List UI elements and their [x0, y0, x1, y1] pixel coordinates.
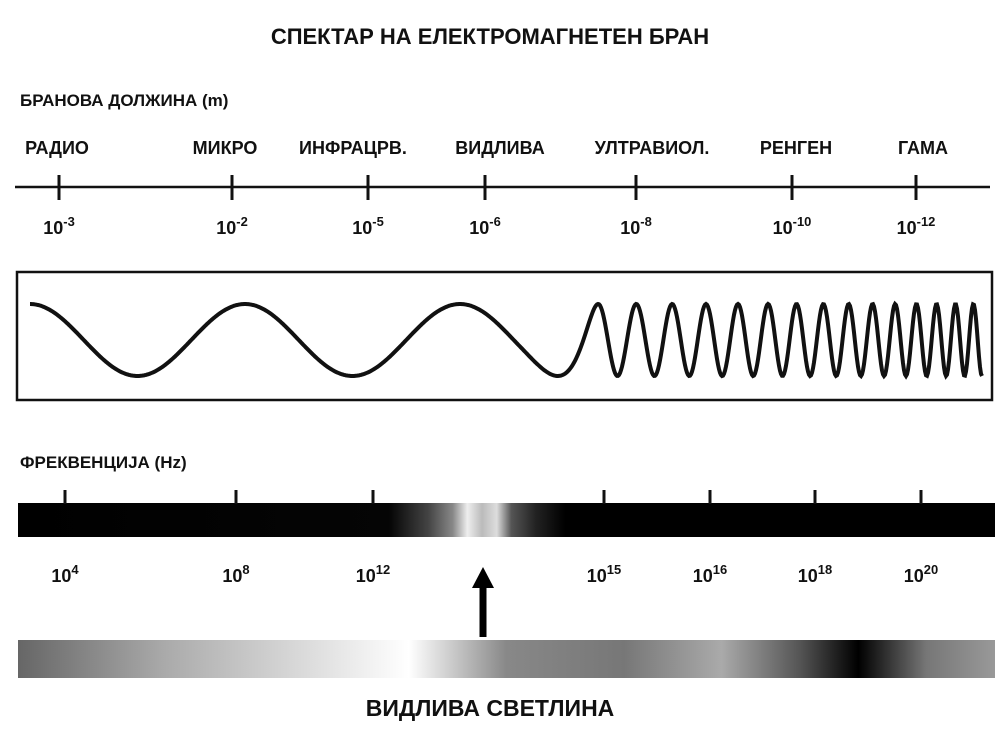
wavelength-label: БРАНОВА ДОЛЖИНА (m) — [20, 91, 228, 110]
tick-base: 10 — [904, 566, 924, 586]
tick-label: 1016 — [693, 562, 727, 586]
tick-base: 10 — [693, 566, 713, 586]
tick-exponent: -3 — [63, 214, 75, 229]
band-label: УЛТРАВИОЛ. — [595, 138, 710, 158]
band-label: ВИДЛИВА — [455, 138, 544, 158]
band-label: ИНФРАЦРВ. — [299, 138, 407, 158]
visible-bar — [18, 640, 995, 678]
tick-base: 10 — [356, 566, 376, 586]
tick-label: 108 — [222, 562, 249, 586]
tick-exponent: -6 — [489, 214, 501, 229]
tick-exponent: 20 — [924, 562, 938, 577]
frequency-bar — [18, 503, 995, 537]
tick-exponent: -2 — [236, 214, 248, 229]
tick-exponent: -10 — [793, 214, 812, 229]
tick-base: 10 — [897, 218, 917, 238]
visible-label: ВИДЛИВА СВЕТЛИНА — [366, 695, 615, 721]
tick-exponent: 12 — [376, 562, 390, 577]
tick-exponent: 18 — [818, 562, 832, 577]
tick-label: 10-5 — [352, 214, 384, 238]
tick-label: 104 — [51, 562, 79, 586]
tick-exponent: 8 — [242, 562, 249, 577]
tick-label: 10-12 — [897, 214, 936, 238]
frequency-label: ФРЕКВЕНЦИЈА (Hz) — [20, 453, 187, 472]
tick-exponent: 15 — [607, 562, 621, 577]
tick-label: 10-3 — [43, 214, 75, 238]
tick-base: 10 — [352, 218, 372, 238]
band-label: РАДИО — [25, 138, 89, 158]
tick-base: 10 — [216, 218, 236, 238]
tick-base: 10 — [587, 566, 607, 586]
band-label: МИКРО — [193, 138, 258, 158]
tick-base: 10 — [222, 566, 242, 586]
tick-base: 10 — [620, 218, 640, 238]
tick-base: 10 — [798, 566, 818, 586]
wave-box — [15, 270, 994, 402]
tick-base: 10 — [51, 566, 71, 586]
band-label: РЕНГЕН — [760, 138, 832, 158]
tick-base: 10 — [773, 218, 793, 238]
tick-base: 10 — [43, 218, 63, 238]
tick-label: 1012 — [356, 562, 390, 586]
tick-base: 10 — [469, 218, 489, 238]
tick-exponent: -8 — [640, 214, 652, 229]
title: СПЕКТАР НА ЕЛЕКТРОМАГНЕТЕН БРАН — [271, 24, 709, 49]
tick-label: 10-8 — [620, 214, 652, 238]
band-label: ГАМА — [898, 138, 948, 158]
tick-exponent: -12 — [917, 214, 936, 229]
tick-exponent: -5 — [372, 214, 384, 229]
tick-label: 10-2 — [216, 214, 248, 238]
arrow-head — [472, 567, 494, 588]
wave — [30, 300, 984, 380]
tick-label: 1020 — [904, 562, 938, 586]
tick-label: 10-10 — [773, 214, 812, 238]
tick-label: 10-6 — [469, 214, 501, 238]
tick-label: 1018 — [798, 562, 832, 586]
tick-label: 1015 — [587, 562, 621, 586]
tick-exponent: 4 — [71, 562, 79, 577]
tick-exponent: 16 — [713, 562, 727, 577]
